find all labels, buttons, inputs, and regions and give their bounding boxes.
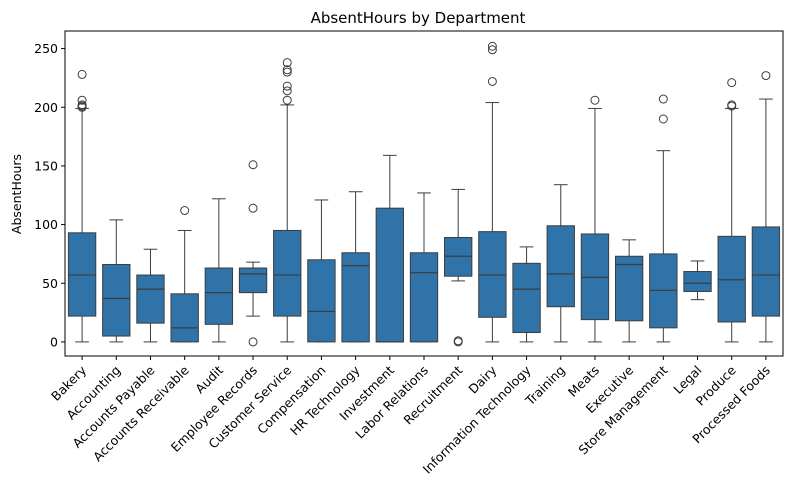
plot-frame	[64, 30, 784, 357]
outlier-point	[282, 67, 292, 77]
box-18	[683, 260, 712, 301]
box-iqr	[546, 225, 575, 308]
outlier-point	[487, 45, 497, 55]
outlier-point	[282, 81, 292, 91]
box-iqr	[683, 271, 712, 292]
chart-title: AbsentHours by Department	[311, 9, 526, 27]
outlier-point	[658, 94, 668, 104]
plot-area	[67, 41, 781, 347]
y-tick-label: 50	[42, 276, 58, 291]
box-16	[614, 239, 644, 343]
y-tick-label: 100	[34, 217, 58, 232]
box-13	[512, 246, 541, 343]
box-3	[170, 206, 199, 343]
box-iqr	[341, 252, 370, 343]
box-iqr	[238, 267, 268, 294]
box-2	[136, 248, 165, 343]
y-axis: 0 50 100 150 200 250	[34, 41, 65, 349]
box-11	[444, 188, 473, 347]
outlier-point	[248, 160, 258, 170]
outlier-point	[248, 337, 258, 347]
outlier-point	[77, 95, 87, 105]
outlier-point	[761, 71, 771, 81]
outlier-point	[658, 114, 668, 124]
box-10	[409, 192, 439, 343]
box-9	[375, 154, 404, 343]
outlier-point	[248, 203, 258, 213]
outlier-point	[487, 41, 497, 51]
outlier-point	[77, 69, 87, 79]
outlier-point	[77, 100, 87, 110]
box-5	[238, 160, 268, 347]
outlier-point	[282, 95, 292, 105]
box-iqr	[273, 229, 302, 317]
y-tick-label: 200	[34, 100, 58, 115]
outlier-point	[453, 336, 463, 346]
box-20	[751, 71, 781, 343]
box-12	[478, 41, 507, 343]
y-tick-label: 0	[50, 334, 58, 349]
box-1	[102, 219, 131, 343]
outlier-point	[282, 86, 292, 96]
box-iqr	[204, 267, 234, 325]
outlier-point	[180, 206, 190, 216]
box-iqr	[751, 226, 781, 317]
box-15	[580, 95, 610, 343]
box-iqr	[409, 252, 439, 343]
box-iqr	[375, 207, 404, 343]
box-iqr	[512, 262, 541, 334]
box-8	[341, 191, 370, 343]
outlier-point	[282, 65, 292, 75]
box-6	[273, 58, 302, 343]
box-iqr	[102, 263, 131, 337]
box-4	[204, 198, 234, 343]
box-iqr	[170, 293, 199, 343]
box-0	[67, 69, 97, 343]
box-17	[649, 94, 678, 343]
box-7	[307, 199, 336, 343]
box-14	[546, 184, 575, 343]
box-iqr	[614, 255, 644, 322]
outlier-point	[590, 95, 600, 105]
outlier-point	[282, 58, 292, 68]
outlier-point	[727, 78, 737, 88]
box-iqr	[307, 259, 336, 343]
outlier-point	[727, 100, 737, 110]
y-axis-label: AbsentHours	[9, 154, 24, 234]
outlier-point	[487, 76, 497, 86]
y-tick-label: 250	[34, 41, 58, 56]
box-iqr	[136, 274, 165, 324]
box-19	[717, 78, 746, 343]
y-tick-label: 150	[34, 158, 58, 173]
